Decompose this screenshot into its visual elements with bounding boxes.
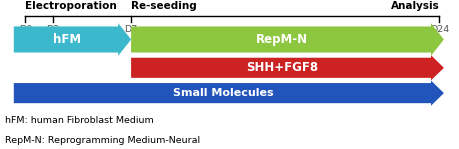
Text: D0: D0 <box>19 25 32 34</box>
FancyArrow shape <box>14 23 131 56</box>
Text: SHH+FGF8: SHH+FGF8 <box>246 61 318 74</box>
Text: D7: D7 <box>124 25 137 34</box>
Text: D2: D2 <box>46 25 59 34</box>
Text: RepM-N: RepM-N <box>256 33 308 46</box>
FancyArrow shape <box>131 55 443 80</box>
Text: Small Molecules: Small Molecules <box>173 88 274 98</box>
FancyArrow shape <box>14 81 443 106</box>
Text: Re-seeding: Re-seeding <box>131 1 196 11</box>
Text: hFM: hFM <box>53 33 81 46</box>
Text: Electroporation: Electroporation <box>25 1 117 11</box>
Text: hFM: human Fibroblast Medium: hFM: human Fibroblast Medium <box>5 116 153 125</box>
FancyArrow shape <box>131 23 443 56</box>
Text: Analysis: Analysis <box>390 1 438 11</box>
Text: RepM-N: Reprogramming Medium-Neural: RepM-N: Reprogramming Medium-Neural <box>5 136 199 145</box>
Text: D24: D24 <box>429 25 448 34</box>
